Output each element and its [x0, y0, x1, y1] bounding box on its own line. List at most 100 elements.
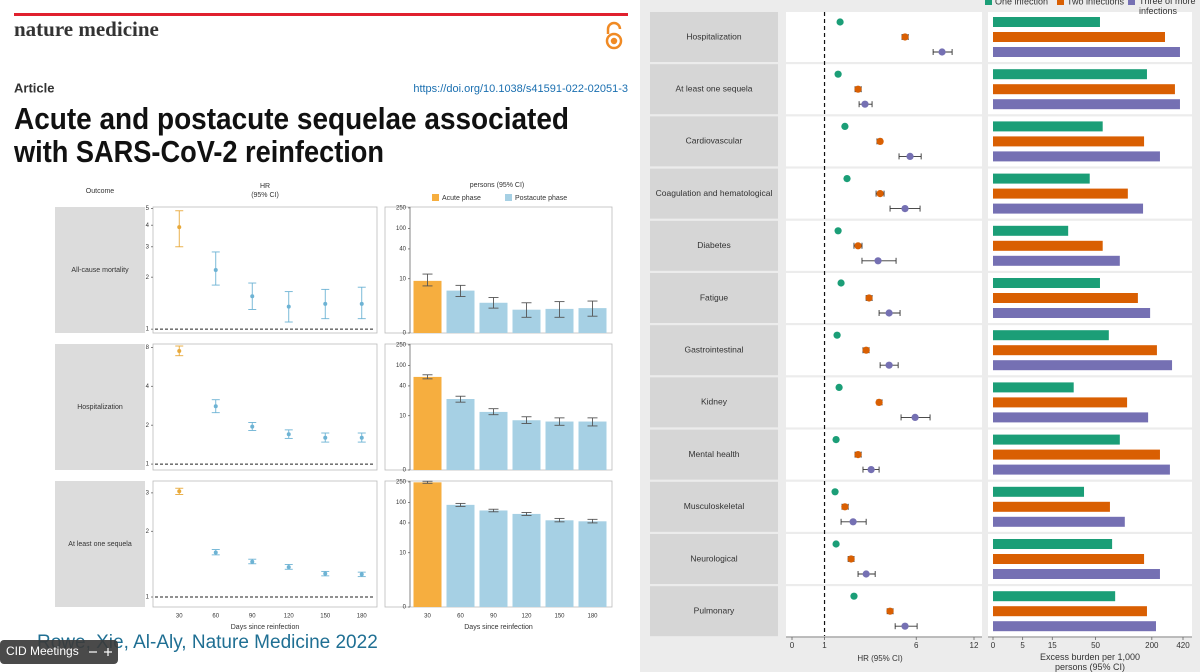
bar	[446, 504, 475, 607]
point	[835, 383, 843, 391]
outcome-box	[650, 534, 778, 584]
point	[885, 361, 893, 369]
point	[250, 559, 255, 564]
bar	[993, 554, 1145, 564]
y-tick-label: 40	[399, 246, 406, 252]
legend-swatch	[505, 194, 512, 201]
panel	[786, 220, 982, 271]
bar	[512, 309, 541, 333]
y-tick-label: 3	[146, 490, 150, 496]
point	[841, 503, 849, 511]
x-tick-label: 6	[914, 641, 919, 650]
legend-swatch	[1057, 0, 1064, 5]
x-axis-title: Excess burden per 1,000 persons (95% CI)	[1039, 652, 1141, 672]
y-tick-label: 0	[403, 331, 407, 337]
outcome-label: Gastrointestinal	[684, 344, 743, 354]
x-tick-label: 50	[1091, 641, 1100, 650]
outcome-label: Neurological	[690, 553, 737, 563]
point	[834, 227, 842, 235]
panel	[786, 64, 982, 115]
point	[832, 436, 840, 444]
bar	[578, 421, 607, 470]
point	[177, 225, 182, 230]
outcome-box	[650, 325, 778, 376]
point	[876, 137, 884, 145]
open-access-icon	[605, 21, 623, 50]
caption: Rowe, Xie, Al-Aly, Nature Medicine 2022	[37, 632, 378, 653]
bar	[479, 411, 508, 470]
point	[862, 570, 870, 578]
bar	[993, 621, 1156, 632]
bar	[993, 84, 1175, 95]
point	[832, 540, 840, 548]
article-title: Acute and postacute sequelae associated	[14, 101, 569, 136]
outcome-box	[650, 377, 778, 428]
point	[911, 413, 919, 421]
bar	[993, 516, 1125, 527]
article-title: with SARS-CoV-2 reinfection	[13, 134, 384, 169]
point	[213, 550, 218, 555]
doi-link[interactable]: https://doi.org/10.1038/s41591-022-02051…	[413, 83, 628, 95]
point	[854, 451, 862, 459]
point	[901, 33, 909, 41]
y-tick-label: 4	[146, 223, 150, 229]
bar	[479, 510, 508, 607]
panel	[786, 534, 982, 584]
outcome-box	[650, 116, 778, 167]
y-tick-label: 2	[146, 529, 150, 535]
point	[323, 301, 328, 306]
meeting-name: CID Meetings	[6, 644, 79, 658]
bar	[993, 501, 1110, 512]
outcome-box	[650, 273, 778, 323]
point	[250, 294, 255, 299]
point	[861, 100, 869, 108]
y-tick-label: 100	[396, 500, 407, 506]
panel	[152, 480, 378, 608]
outcome-label: Cardiovascular	[686, 136, 743, 146]
point	[323, 571, 328, 576]
bar	[993, 47, 1180, 57]
outcome-label: Musculoskeletal	[684, 501, 745, 511]
legend-label: Three of more infections	[1139, 0, 1196, 16]
y-tick-label: 10	[399, 276, 406, 282]
bar	[413, 482, 442, 607]
y-tick-label: 4	[146, 384, 150, 390]
point	[875, 398, 883, 406]
bar	[993, 151, 1160, 162]
x-axis-title: HR (95% CI)	[857, 654, 903, 663]
point	[831, 488, 839, 496]
point	[862, 346, 870, 354]
outcome-label: At least one sequela	[68, 541, 132, 548]
point	[841, 122, 849, 130]
bar	[993, 173, 1090, 184]
point	[847, 555, 855, 563]
outcome-box	[650, 64, 778, 115]
outcome-box	[650, 481, 778, 532]
panel	[786, 377, 982, 428]
y-tick-label: 8	[146, 345, 150, 351]
outcome-box	[650, 429, 778, 480]
y-tick-label: 2	[146, 423, 150, 429]
point	[938, 48, 946, 56]
bar	[993, 121, 1103, 132]
y-tick-label: 1	[146, 595, 150, 601]
bar	[993, 591, 1116, 602]
point	[854, 85, 862, 93]
bar	[993, 569, 1160, 579]
outcome-label: Pulmonary	[694, 605, 735, 615]
journal-name: nature medicine	[14, 17, 159, 41]
point	[250, 424, 255, 429]
x-tick-label: 15	[1048, 641, 1057, 650]
point	[865, 294, 873, 302]
x-axis-title: Days since reinfection	[464, 624, 533, 631]
x-tick-label: 90	[249, 614, 256, 620]
outcome-box	[650, 220, 778, 271]
outcome-box	[650, 168, 778, 219]
outcome-box	[650, 586, 778, 637]
x-tick-label: 0	[790, 641, 795, 650]
outcome-label: Diabetes	[697, 240, 731, 250]
bar	[993, 330, 1109, 341]
x-tick-label: 150	[554, 614, 565, 620]
x-tick-label: 60	[212, 614, 219, 620]
point	[359, 301, 364, 306]
